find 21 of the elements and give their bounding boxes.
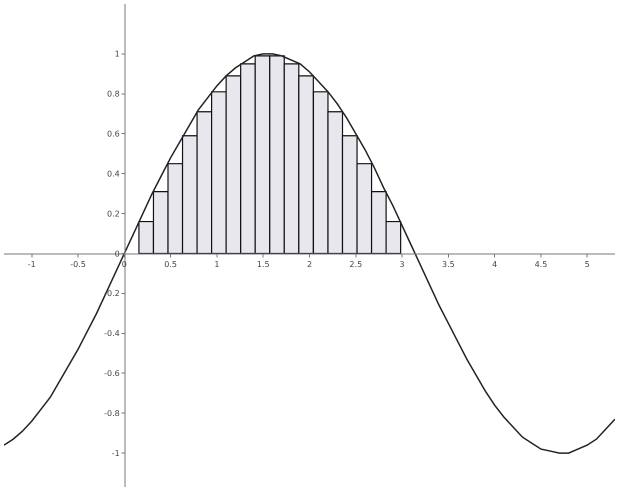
x-tick-label: 2.5 bbox=[349, 260, 362, 270]
x-tick-label: 3.5 bbox=[442, 260, 455, 270]
x-tick-label: 2 bbox=[306, 260, 312, 270]
y-tick-label: -0.6 bbox=[104, 369, 120, 378]
x-tick-label: 4.5 bbox=[534, 260, 548, 270]
y-tick-label: -0.8 bbox=[104, 408, 120, 418]
x-tick-label: 0.5 bbox=[164, 260, 178, 270]
x-tick-label: -1 bbox=[28, 260, 36, 270]
y-tick-label: 0.2 bbox=[107, 209, 120, 218]
x-tick-label: 5 bbox=[584, 260, 590, 270]
y-tick-label: 1 bbox=[114, 50, 120, 59]
y-tick-label: 0.6 bbox=[107, 130, 120, 139]
y-tick-label: 0.8 bbox=[107, 90, 120, 99]
y-tick-label: 0.4 bbox=[107, 169, 120, 178]
x-tick-label: 1 bbox=[214, 260, 220, 270]
y-tick-label: -0.4 bbox=[104, 329, 120, 338]
y-tick-label: -1 bbox=[112, 448, 120, 458]
x-tick-label: 1.5 bbox=[256, 260, 270, 270]
x-tick-label: -0.5 bbox=[70, 260, 86, 270]
x-tick-label: 4 bbox=[492, 260, 498, 270]
x-tick-label: 3 bbox=[400, 260, 405, 270]
